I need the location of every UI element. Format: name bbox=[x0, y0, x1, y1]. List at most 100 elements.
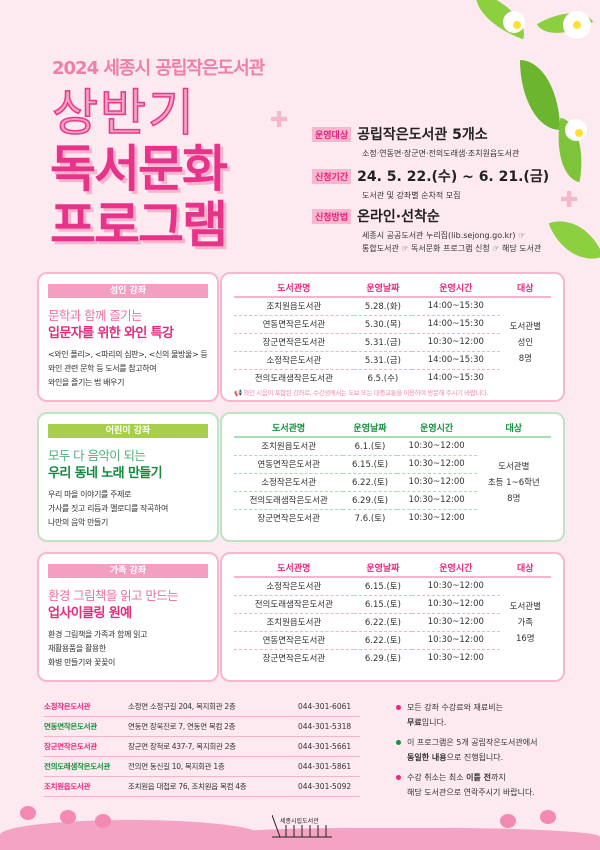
contact-list: 소정작은도서관 소정면 소정구길 204, 복지회관 2층 044-301-6061… bbox=[44, 697, 360, 797]
program-title-light: 모두 다 음악이 되는 bbox=[48, 448, 146, 463]
library-address: 장군면 장척로 437-7, 복지회관 2층 bbox=[128, 742, 236, 751]
table-cell: 5.30.(목) bbox=[353, 315, 413, 334]
table-header-row: 도서관명 운영날짜 운영시간 대상 bbox=[234, 279, 551, 298]
program-title-bold: 입문자를 위한 와인 특강 bbox=[48, 326, 174, 341]
library-phone: 044-301-5661 bbox=[298, 742, 352, 751]
info-value: 공립작은도서관 5개소 bbox=[357, 126, 488, 143]
column-header: 운영시간 bbox=[412, 559, 500, 578]
sparkle-icon: ✚ bbox=[560, 188, 579, 213]
table-cell: 14:00~15:30 bbox=[412, 297, 500, 316]
description-line: 재활용품을 활용한 bbox=[48, 644, 106, 653]
table-row: 연동면작은도서관 6.15.(토) 10:30~12:00 bbox=[234, 455, 551, 474]
contact-row: 장군면작은도서관 장군면 장척로 437-7, 복지회관 2층 044-301-56… bbox=[44, 737, 360, 757]
description-line: 와인을 즐기는 법 배우기 bbox=[48, 378, 125, 387]
library-address: 소정면 소정구길 204, 복지회관 2층 bbox=[128, 702, 236, 711]
table-cell: 14:00~15:30 bbox=[412, 351, 500, 370]
schedule-box: 도서관명 운영날짜 운영시간 대상 조치원읍도서관 5.28.(화) 14:00~15:30… bbox=[220, 272, 565, 402]
notice-bold: 이틀 전 bbox=[466, 773, 492, 782]
column-header: 운영날짜 bbox=[353, 559, 413, 578]
program-description: <와인 폴리>, <파리의 심판>, <신의 물방울> 등 와인 관련 문학 등 … bbox=[48, 348, 208, 390]
info-label: 신청방법 bbox=[312, 209, 352, 224]
audience-line: 도서관별 bbox=[498, 461, 530, 472]
program-note: 📢 와인 시음이 포함된 강좌로, 수강생께서는 도보 또는 대중교통을 이용하… bbox=[234, 389, 489, 397]
table-cell: 10:30~12:00 bbox=[396, 491, 477, 510]
library-address: 조치원읍 대첩로 76, 조치원읍 복컴 4층 bbox=[128, 782, 247, 791]
schedule-table: 도서관명 운영날짜 운영시간 대상 소정작은도서관 6.15.(토) 10:30~12:00… bbox=[234, 559, 551, 667]
notice-item: 모든 강좌 수강료와 재료비는 무료입니다. bbox=[396, 700, 594, 730]
audience-line: 성인 bbox=[517, 337, 534, 348]
library-address: 전의면 동신길 10, 복지회관 1층 bbox=[128, 762, 225, 771]
schedule-table: 도서관명 운영날짜 운영시간 대상 조치원읍도서관 5.28.(화) 14:00~15:30… bbox=[234, 279, 551, 387]
table-cell: 소정작은도서관 bbox=[234, 577, 354, 596]
program-info-box: 어린이 강좌 모두 다 음악이 되는 우리 동네 노래 만들기 우리 마을 이야기를 … bbox=[37, 412, 219, 542]
info-value: 온라인·선착순 bbox=[357, 208, 440, 225]
contact-row: 조치원읍도서관 조치원읍 대첩로 76, 조치원읍 복컴 4층 044-301-50… bbox=[44, 777, 360, 797]
audience-line: 8명 bbox=[518, 353, 532, 364]
info-value: 24. 5. 22.(수) ~ 6. 21.(금) bbox=[357, 168, 550, 185]
table-row: 전의도래샘작은도서관 6.15.(토) 10:30~12:00 bbox=[234, 595, 551, 614]
schedule-box: 도서관명 운영날짜 운영시간 대상 조치원읍도서관 6.1.(토) 10:30~12:00 도… bbox=[220, 412, 565, 542]
tree-decoration bbox=[95, 814, 111, 828]
table-cell: 6.1.(토) bbox=[343, 437, 397, 456]
notice-item: 이 프로그램은 5개 공립작은도서관에서 동일한 내용으로 진행됩니다. bbox=[396, 735, 594, 765]
description-line: 와인 관련 문학 등 도서를 참고하여 bbox=[48, 364, 157, 373]
tree-decoration bbox=[20, 806, 36, 820]
tree-decoration bbox=[60, 810, 76, 824]
library-phone: 044-301-5861 bbox=[298, 762, 352, 771]
table-row: 장군면작은도서관 5.31.(금) 10:30~12:00 bbox=[234, 333, 551, 352]
table-row: 조치원읍도서관 6.22.(토) 10:30~12:00 bbox=[234, 613, 551, 632]
description-line: 환경 그림책을 가족과 함께 읽고 bbox=[48, 630, 148, 639]
table-row: 조치원읍도서관 5.28.(화) 14:00~15:30 도서관별 성인 8명 bbox=[234, 297, 551, 364]
table-row: 전의도래샘작은도서관 6.29.(토) 10:30~12:00 bbox=[234, 491, 551, 510]
info-row: 신청방법 온라인·선착순 세종시 공공도서관 누리집(lib.sejong.go.k… bbox=[312, 206, 594, 255]
column-header: 대상 bbox=[499, 279, 551, 298]
column-header: 운영시간 bbox=[396, 419, 477, 438]
sejong-library-logo: 세종시립도서관 bbox=[272, 814, 332, 838]
program-title-light: 문학과 함께 즐기는 bbox=[48, 308, 143, 323]
contact-row: 소정작은도서관 소정면 소정구길 204, 복지회관 2층 044-301-6061 bbox=[44, 697, 360, 717]
table-cell: 5.31.(금) bbox=[353, 351, 413, 370]
flower-icon bbox=[506, 14, 522, 30]
table-row: 소정작은도서관 6.22.(토) 10:30~12:00 bbox=[234, 473, 551, 492]
program-tag: 성인 강좌 bbox=[48, 284, 208, 298]
program-section: 어린이 강좌 모두 다 음악이 되는 우리 동네 노래 만들기 우리 마을 이야기를 … bbox=[37, 412, 565, 542]
info-row: 신청기간 24. 5. 22.(수) ~ 6. 21.(금) 도서관 및 강좌별 순… bbox=[312, 166, 594, 202]
library-address: 연동면 장욱진로 7, 연동면 복컴 2층 bbox=[128, 722, 236, 731]
column-header: 운영시간 bbox=[412, 279, 500, 298]
table-row: 연동면작은도서관 6.22.(토) 10:30~12:00 bbox=[234, 631, 551, 650]
header-subtitle: 2024 세종시 공립작은도서관 bbox=[52, 58, 265, 79]
program-info-box: 가족 강좌 환경 그림책을 읽고 만드는 업사이클링 원예 환경 그림책을 가족과 함… bbox=[37, 552, 219, 682]
table-cell: 6.29.(토) bbox=[364, 654, 401, 665]
table-cell: 10:30~12:00 bbox=[408, 513, 465, 524]
program-title-light: 환경 그림책을 읽고 만드는 bbox=[48, 588, 179, 603]
description-line: 가사를 짓고 리듬과 멜로디를 작곡하여 bbox=[48, 504, 168, 513]
table-header-row: 도서관명 운영날짜 운영시간 대상 bbox=[234, 559, 551, 578]
table-cell: 7.6.(토) bbox=[354, 514, 386, 525]
notice-text: 으로 진행됩니다. bbox=[446, 753, 504, 762]
title-line-2: 독서문화 bbox=[50, 140, 228, 198]
audience-line: 도서관별 bbox=[509, 321, 541, 332]
description-line: 나만의 음악 만들기 bbox=[48, 518, 108, 527]
library-name: 연동면작은도서관 bbox=[44, 722, 97, 731]
library-name: 전의도래샘작은도서관 bbox=[44, 762, 110, 771]
table-cell: 10:30~12:00 bbox=[412, 595, 500, 614]
audience-line: 16명 bbox=[515, 633, 535, 644]
notice-list: 모든 강좌 수강료와 재료비는 무료입니다. 이 프로그램은 5개 공립작은도서… bbox=[396, 700, 594, 805]
table-cell: 연동면작은도서관 bbox=[234, 631, 354, 650]
table-row: 소정작은도서관 5.31.(금) 14:00~15:30 bbox=[234, 351, 551, 370]
library-phone: 044-301-5092 bbox=[298, 782, 352, 791]
contact-row: 전의도래샘작은도서관 전의면 동신길 10, 복지회관 1층 044-301-586… bbox=[44, 757, 360, 777]
title-line-1: 상반기 bbox=[51, 84, 196, 142]
table-cell: 6.15.(토) bbox=[353, 595, 413, 614]
table-cell: 조치원읍도서관 bbox=[234, 613, 354, 632]
table-cell: 전의도래샘작은도서관 bbox=[234, 595, 354, 614]
schedule-table: 도서관명 운영날짜 운영시간 대상 조치원읍도서관 6.1.(토) 10:30~12:00 도… bbox=[234, 419, 551, 527]
info-row: 운영대상 공립작은도서관 5개소 소정·연동면·장군면·전의도래샘·조치원읍도서관 bbox=[312, 124, 594, 160]
description-line: 우리 마을 이야기를 주제로 bbox=[48, 490, 131, 499]
program-tag: 어린이 강좌 bbox=[48, 424, 208, 438]
table-cell: 장군면작은도서관 bbox=[234, 333, 354, 352]
tree-decoration bbox=[500, 814, 516, 828]
library-name: 장군면작은도서관 bbox=[44, 742, 97, 751]
info-label: 운영대상 bbox=[312, 127, 352, 142]
